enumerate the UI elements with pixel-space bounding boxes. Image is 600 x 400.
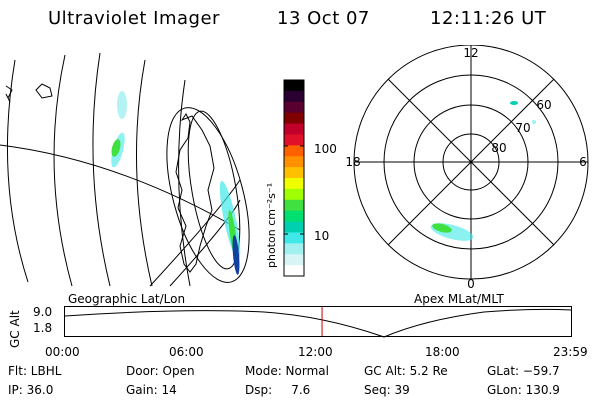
colorbar-unit-label: photon cm⁻²s⁻¹: [265, 183, 278, 268]
colorbar-swatch: [284, 90, 304, 103]
mode-label: Mode: Normal: [245, 364, 329, 378]
colorbar-swatch: [284, 210, 304, 223]
glat-label: GLat: −59.7: [487, 364, 560, 378]
polar-plot: 12 6 0 18 60 70 80: [345, 45, 589, 291]
mlt-label-6: 6: [579, 155, 587, 169]
timeline-xtick-0: 00:00: [45, 345, 80, 359]
door-label: Door: Open: [126, 364, 195, 378]
colorbar-swatch: [284, 265, 304, 277]
colorbar-swatch: [284, 112, 304, 125]
gc-alt-label: GC Alt: 5.2 Re: [364, 364, 448, 378]
colorbar-swatch: [284, 199, 304, 212]
date-label: 13 Oct 07: [277, 8, 370, 29]
seq-label: Seq: 39: [364, 383, 410, 397]
colorbar-tick-10: 10: [314, 229, 330, 243]
colorbar-swatch: [284, 221, 304, 233]
colorbar-swatch: [284, 243, 304, 255]
colorbar-swatch: [284, 167, 304, 179]
mlt-label-18: 18: [345, 155, 360, 169]
timeline-xtick-1: 06:00: [169, 345, 204, 359]
lat-label-60: 60: [536, 98, 551, 112]
colorbar-swatch: [284, 178, 304, 190]
time-label: 12:11:26 UT: [430, 8, 547, 29]
glon-label: GLon: 130.9: [487, 383, 560, 397]
lat-label-70: 70: [515, 121, 530, 135]
timeline-xtick-3: 18:00: [425, 345, 460, 359]
timeline-xtick-4: 23:59: [553, 345, 588, 359]
filter-label: Flt: LBHL: [8, 364, 62, 378]
mlt-label-12: 12: [463, 46, 478, 60]
colorbar-swatch: [284, 134, 304, 146]
colorbar-swatch: [284, 101, 304, 114]
geographic-map: [0, 52, 250, 287]
timeline-xtick-2: 12:00: [298, 345, 333, 359]
colorbar-swatch: [284, 254, 304, 266]
colorbar-swatch: [284, 188, 304, 201]
colorbar-swatch: [284, 156, 304, 168]
colorbar-swatch: [284, 145, 304, 157]
timeline-left-label: Geographic Lat/Lon: [68, 292, 186, 306]
altitude-timeline: [64, 306, 572, 338]
lat-label-80: 80: [491, 141, 506, 155]
colorbar-swatch: [284, 80, 304, 92]
timeline-ytick-high: 9.0: [33, 305, 53, 319]
dsp-label: Dsp: 7.6: [245, 383, 311, 397]
gain-label: Gain: 14: [126, 383, 177, 397]
timeline-right-label: Apex MLat/MLT: [414, 292, 504, 306]
timeline-ytick-low: 1.8: [33, 321, 53, 335]
colorbar-swatch: [284, 123, 304, 135]
mlt-label-0: 0: [467, 277, 475, 291]
colorbar-swatch: [284, 232, 304, 244]
instrument-title: Ultraviolet Imager: [48, 8, 220, 29]
ip-label: IP: 36.0: [8, 383, 54, 397]
color-bar: photon cm⁻²s⁻¹: [265, 79, 305, 277]
colorbar-tick-100: 100: [314, 142, 337, 156]
timeline-axis-label: GC Alt: [8, 310, 22, 348]
